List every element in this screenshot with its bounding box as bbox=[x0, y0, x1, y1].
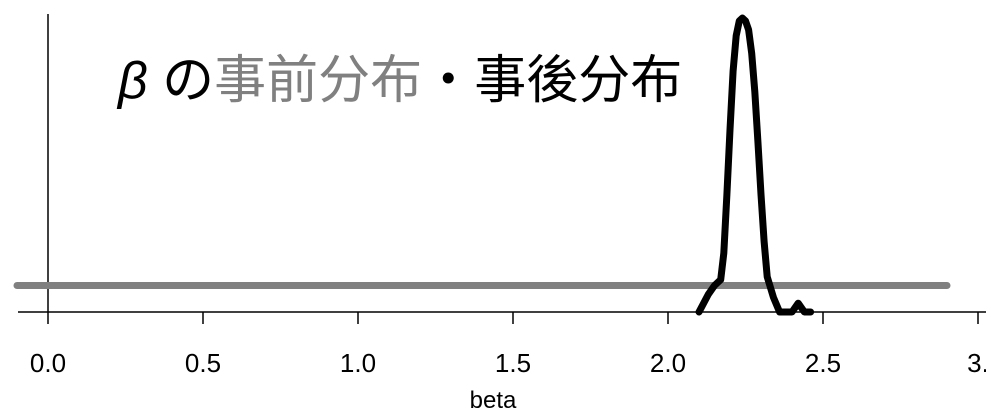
axes: 0.0 0.5 1.0 1.5 2.0 2.5 3. bbox=[18, 14, 986, 378]
posterior-density-line bbox=[695, 14, 815, 316]
x-tick-label: 2.5 bbox=[805, 348, 841, 378]
x-tick-label: 0.0 bbox=[30, 348, 66, 378]
title-part: β bbox=[116, 52, 148, 110]
x-tick-label: 2.0 bbox=[650, 348, 686, 378]
title-part: ・事後分布 bbox=[422, 52, 682, 110]
x-tick-label: 0.5 bbox=[185, 348, 221, 378]
x-tick-label: 1.5 bbox=[495, 348, 531, 378]
x-tick-label: 3. bbox=[967, 348, 986, 378]
x-tick-label: 1.0 bbox=[340, 348, 376, 378]
chart-title: β の事前分布・事後分布 bbox=[116, 52, 682, 110]
title-part: の bbox=[148, 52, 214, 110]
title-part: 事前分布 bbox=[214, 52, 422, 110]
series-layer bbox=[13, 14, 951, 316]
x-axis-label: beta bbox=[470, 387, 517, 414]
